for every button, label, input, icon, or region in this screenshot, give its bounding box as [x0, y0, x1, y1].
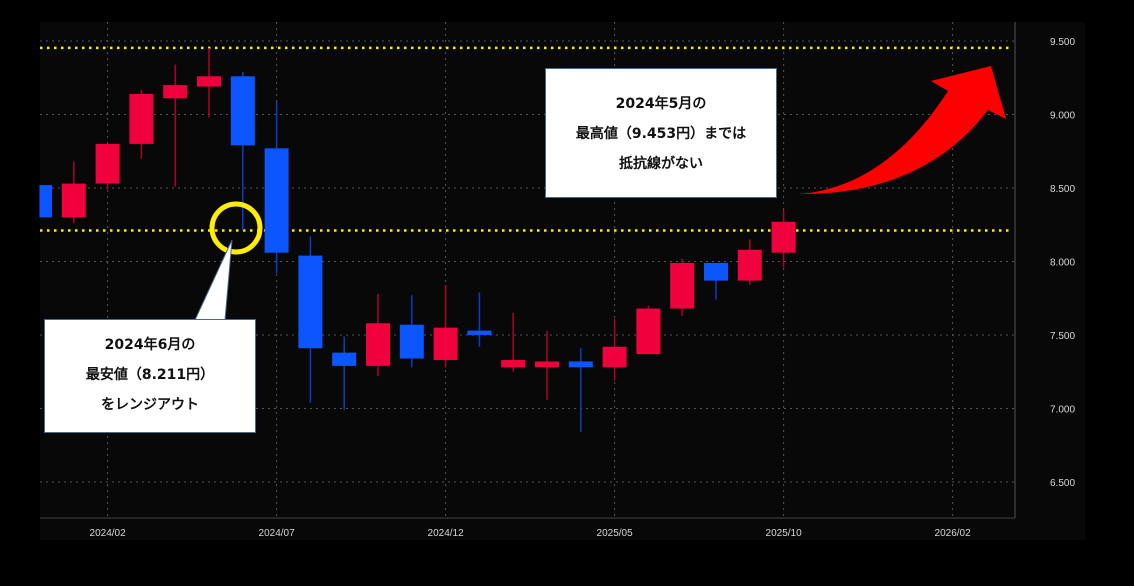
y-tick-label: 6.500 [1050, 478, 1075, 489]
candle-body [704, 262, 728, 281]
candle-body [298, 255, 323, 349]
candle-body [501, 359, 526, 368]
candle-body [129, 93, 154, 144]
annotation-line: 抵抗線がない [619, 156, 703, 172]
annotation-line: をレンジアウト [101, 397, 199, 413]
x-tick-label: 2025/10 [766, 528, 803, 539]
candle-body [163, 85, 188, 99]
annotation-line: 最安値（8.211円） [85, 367, 215, 383]
annotation-line: 2024年5月の [615, 96, 707, 112]
candle-body [40, 185, 52, 218]
candle-body [771, 221, 796, 253]
candle-body [264, 148, 289, 253]
candle-body [602, 346, 627, 368]
candle-body [230, 76, 255, 146]
y-tick-label: 7.000 [1050, 405, 1075, 416]
x-tick-label: 2026/02 [935, 528, 972, 539]
x-tick-label: 2024/02 [90, 528, 127, 539]
annotation-line: 最高値（9.453円）までは [575, 126, 747, 142]
y-tick-label: 9.500 [1050, 37, 1075, 48]
y-tick-label: 8.000 [1050, 258, 1075, 269]
x-tick-label: 2024/12 [428, 528, 465, 539]
y-tick-label: 7.500 [1050, 331, 1075, 342]
annotation-low: 2024年6月の 最安値（8.211円） をレンジアウト [44, 319, 256, 433]
candle-body [670, 262, 695, 309]
y-tick-label: 8.500 [1050, 184, 1075, 195]
candle-body [197, 76, 221, 87]
candle-body [366, 323, 390, 366]
candle-body [568, 361, 593, 368]
candle-body [535, 361, 559, 368]
candle-body [95, 143, 120, 184]
low-marker-circle [209, 201, 263, 255]
x-tick-label: 2025/05 [597, 528, 634, 539]
annotation-line: 2024年6月の [104, 337, 196, 353]
candle-body [399, 324, 424, 359]
x-tick-label: 2024/07 [259, 528, 296, 539]
annotation-high: 2024年5月の 最高値（9.453円）までは 抵抗線がない [545, 68, 777, 198]
candle-body [737, 249, 762, 281]
candle-body [467, 330, 492, 335]
candle-body [433, 327, 458, 360]
candle-body [61, 183, 86, 218]
candle-body [332, 352, 357, 366]
up-arrow-icon [798, 66, 1006, 195]
y-tick-label: 9.000 [1050, 111, 1075, 122]
candle-body [636, 308, 661, 355]
